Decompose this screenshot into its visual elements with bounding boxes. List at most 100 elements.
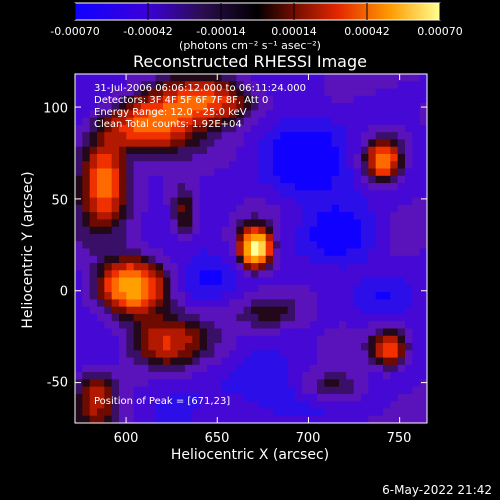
heatmap-cell [265, 124, 274, 133]
heatmap-cell [287, 393, 296, 402]
heatmap-cell [104, 117, 113, 126]
heatmap-cell [214, 117, 223, 126]
heatmap-cell [243, 132, 252, 140]
heatmap-cell [177, 103, 186, 111]
heatmap-cell [207, 372, 215, 380]
heatmap-cell [412, 132, 421, 140]
heatmap-cell [170, 357, 179, 366]
heatmap-cell [265, 153, 274, 162]
heatmap-cell [324, 306, 333, 315]
heatmap-cell [221, 408, 230, 417]
heatmap-cell [89, 95, 98, 104]
heatmap-cell [97, 95, 105, 104]
heatmap-cell [280, 233, 289, 242]
heatmap-cell [280, 248, 289, 257]
heatmap-cell [346, 277, 355, 286]
heatmap-cell [148, 292, 157, 300]
heatmap-cell [170, 183, 179, 191]
heatmap-cell [405, 233, 413, 242]
heatmap-cell [155, 248, 164, 257]
heatmap-cell [346, 197, 355, 206]
heatmap-cell [177, 81, 186, 89]
heatmap-cell [405, 401, 413, 409]
heatmap-cell [280, 306, 289, 315]
heatmap-cell [229, 277, 237, 286]
heatmap-cell [383, 110, 391, 119]
heatmap-cell [199, 190, 208, 199]
heatmap-cell [75, 364, 83, 373]
heatmap-cell [199, 270, 208, 278]
heatmap-cell [397, 219, 406, 228]
heatmap-cell [302, 124, 311, 133]
heatmap-cell [104, 132, 113, 140]
heatmap-cell [317, 350, 325, 358]
heatmap-cell [82, 233, 91, 242]
heatmap-cell [236, 161, 245, 169]
heatmap-cell [97, 343, 105, 351]
heatmap-cell [317, 313, 325, 322]
heatmap-cell [412, 88, 421, 97]
heatmap-cell [111, 372, 120, 380]
heatmap-cell [412, 81, 421, 89]
heatmap-cell [133, 103, 142, 111]
heatmap-cell [295, 313, 303, 322]
heatmap-cell [192, 219, 201, 228]
heatmap-cell [82, 103, 91, 111]
heatmap-cell [302, 103, 311, 111]
heatmap-cell [383, 233, 391, 242]
heatmap-cell [346, 284, 355, 293]
heatmap-cell [287, 408, 296, 417]
heatmap-cell [368, 408, 377, 417]
heatmap-cell [353, 313, 362, 322]
heatmap-cell [236, 146, 245, 155]
heatmap-cell [383, 153, 391, 162]
heatmap-cell [302, 248, 311, 257]
heatmap-cell [412, 306, 421, 315]
heatmap-cell [353, 190, 362, 199]
heatmap-cell [97, 190, 105, 199]
heatmap-cell [214, 190, 223, 199]
heatmap-cell [97, 153, 105, 162]
heatmap-cell [273, 415, 281, 423]
heatmap-cell [317, 263, 325, 271]
heatmap-cell [419, 139, 427, 148]
heatmap-cell [133, 313, 142, 322]
heatmap-cell [273, 183, 281, 191]
heatmap-cell [353, 372, 362, 380]
heatmap-cell [133, 226, 142, 235]
heatmap-cell [97, 241, 105, 249]
heatmap-cell [207, 132, 215, 140]
heatmap-cell [170, 284, 179, 293]
heatmap-cell [119, 255, 127, 264]
heatmap-cell [133, 270, 142, 278]
heatmap-cell [177, 146, 186, 155]
heatmap-cell [353, 408, 362, 417]
heatmap-cell [309, 233, 318, 242]
heatmap-cell [141, 190, 149, 199]
heatmap-cell [302, 190, 311, 199]
heatmap-cell [163, 110, 171, 119]
heatmap-cell [383, 146, 391, 155]
heatmap-cell [82, 299, 91, 308]
heatmap-cell [111, 292, 120, 300]
heatmap-cell [133, 110, 142, 119]
heatmap-cell [89, 306, 98, 315]
heatmap-cell [375, 379, 384, 388]
heatmap-cell [317, 299, 325, 308]
heatmap-cell [89, 263, 98, 271]
heatmap-cell [170, 299, 179, 308]
heatmap-cell [353, 393, 362, 402]
heatmap-cell [273, 393, 281, 402]
heatmap-cell [207, 183, 215, 191]
heatmap-cell [302, 219, 311, 228]
heatmap-cell [339, 103, 347, 111]
heatmap-cell [273, 168, 281, 177]
heatmap-cell [148, 146, 157, 155]
heatmap-cell [405, 248, 413, 257]
heatmap-cell [280, 350, 289, 358]
heatmap-cell [89, 408, 98, 417]
heatmap-cell [383, 226, 391, 235]
heatmap-cell [397, 292, 406, 300]
heatmap-cell [375, 415, 384, 423]
axis-ticks [75, 74, 427, 423]
